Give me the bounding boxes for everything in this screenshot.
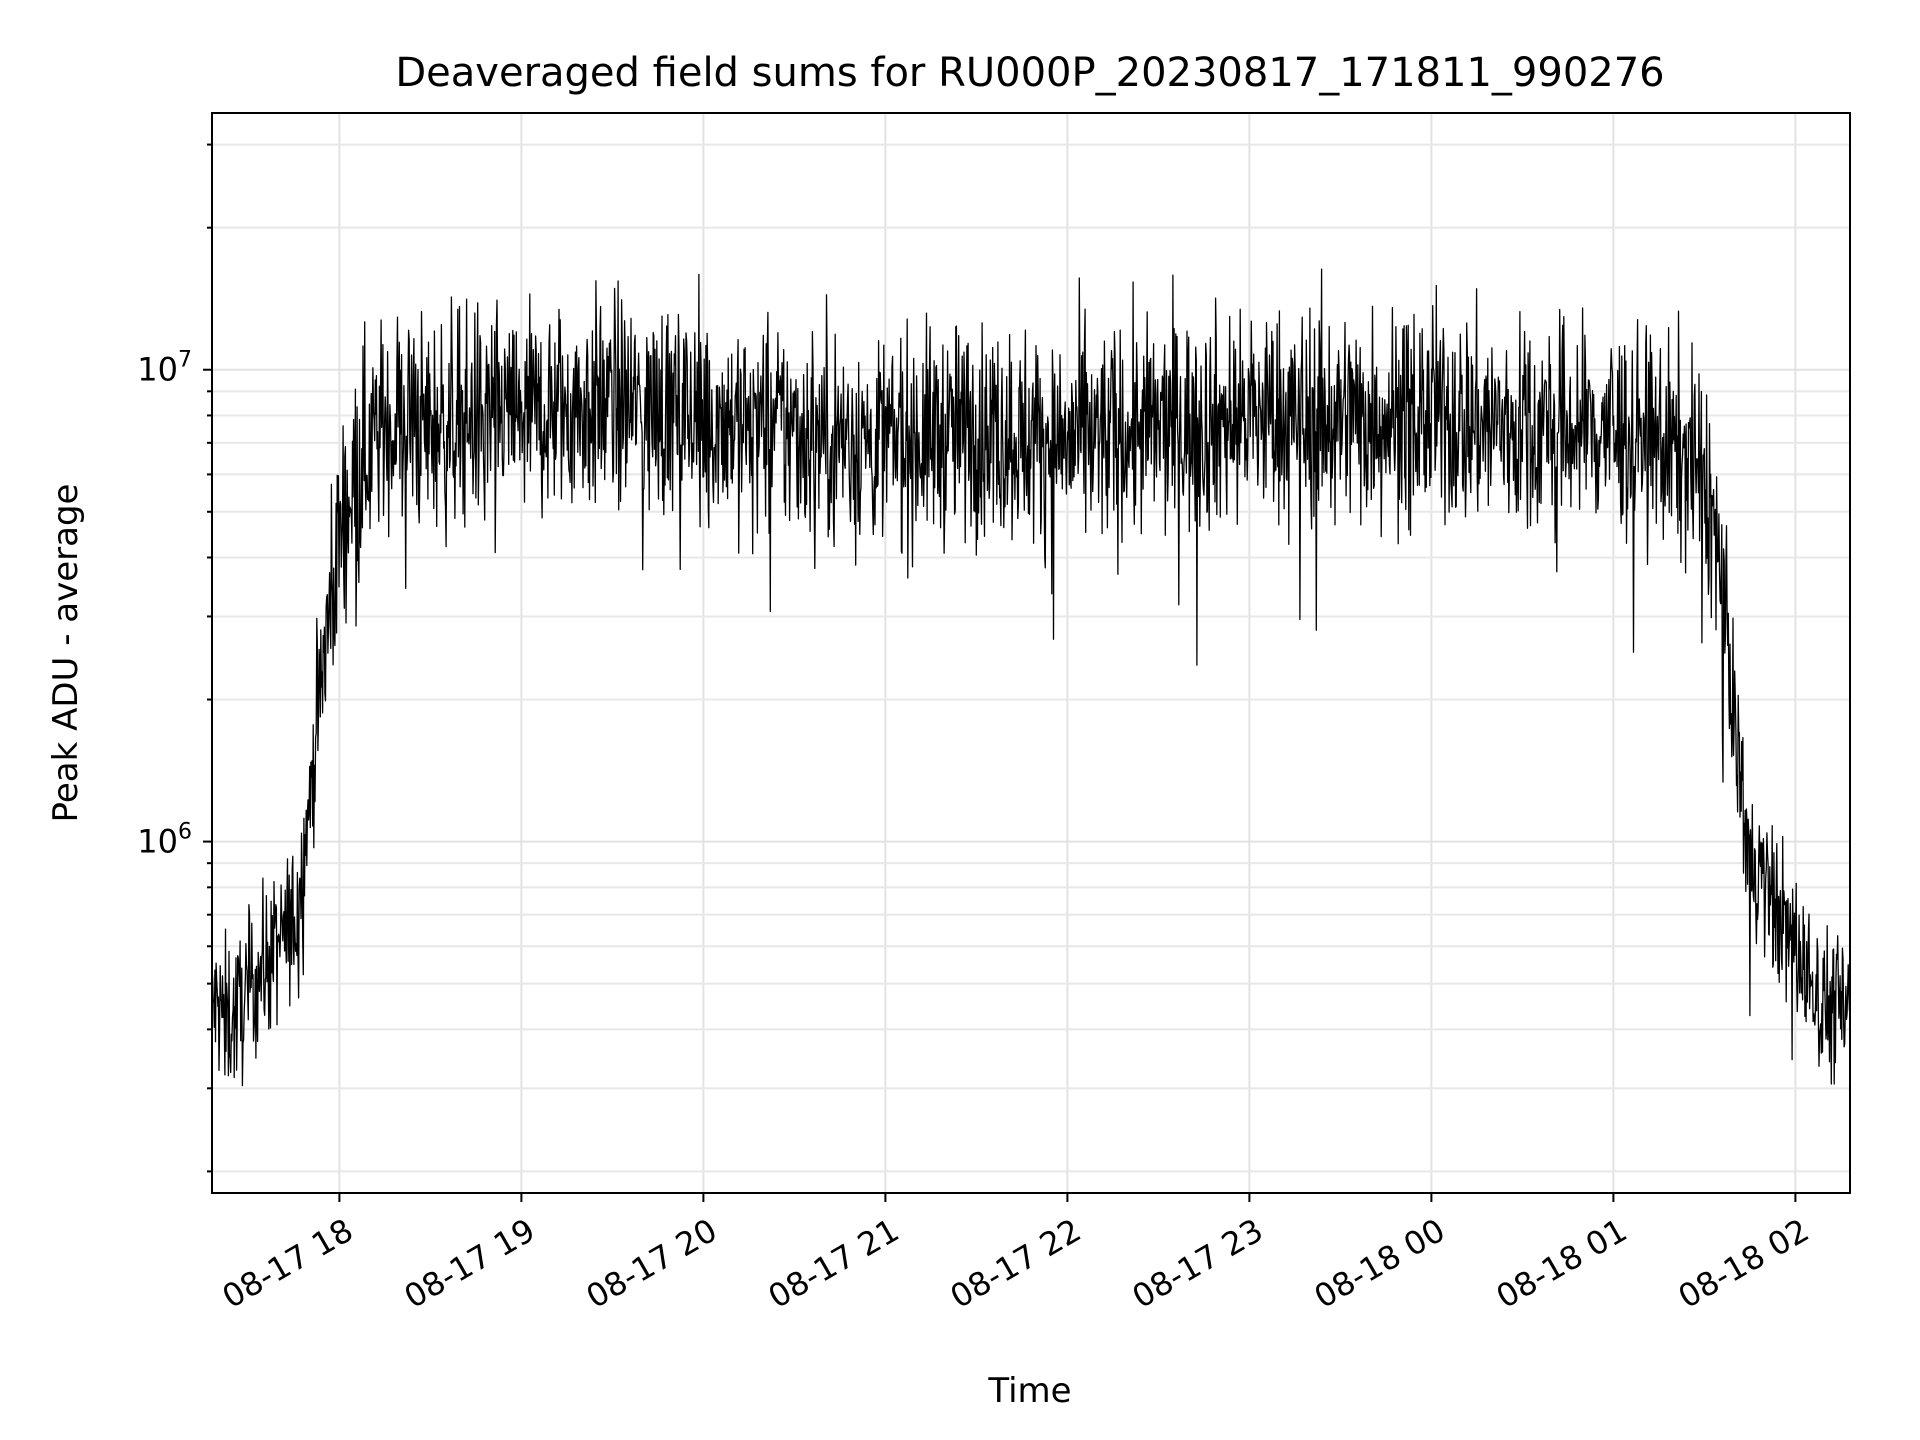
y-tick-label: 107 — [137, 348, 192, 389]
y-tick-label: 106 — [137, 820, 192, 861]
y-axis-label: Peak ADU - average — [46, 484, 86, 823]
grid — [212, 113, 1850, 1193]
chart-title: Deaveraged field sums for RU000P_2023081… — [395, 50, 1664, 96]
series-line — [211, 268, 1851, 1087]
y-axis-ticks: 106 107 — [137, 143, 212, 1173]
x-axis-label: Time — [987, 1371, 1071, 1411]
series-layer — [211, 268, 1851, 1087]
plot-frame — [211, 112, 1851, 1194]
